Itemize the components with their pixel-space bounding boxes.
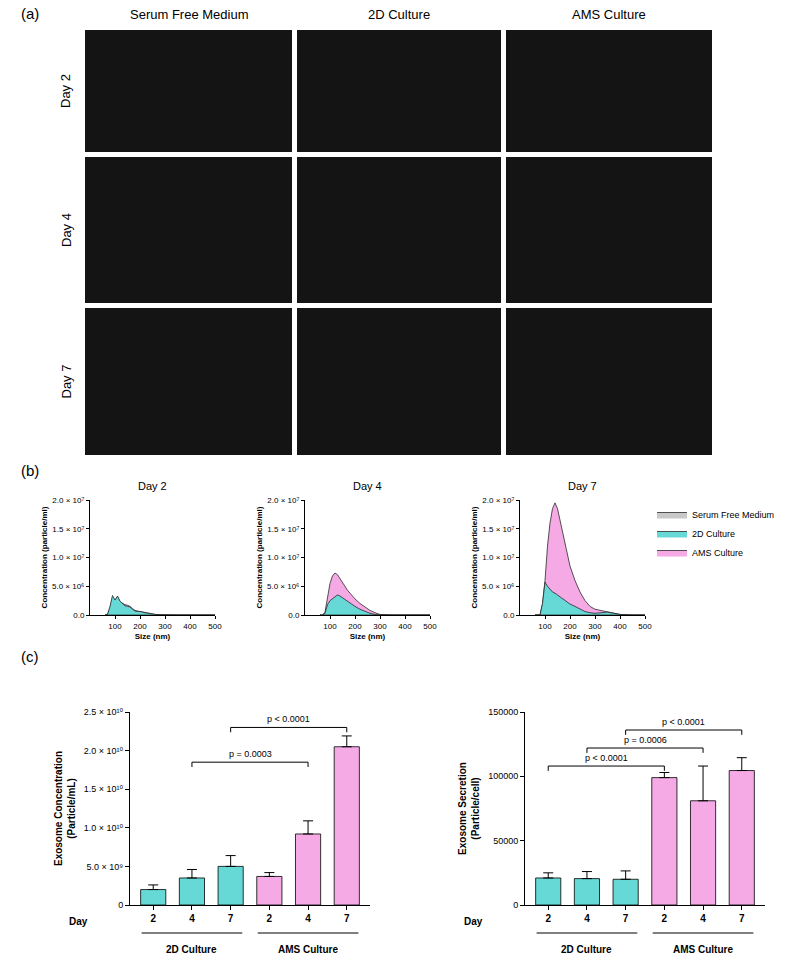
svg-text:5.0 × 10⁶: 5.0 × 10⁶ [267,582,299,591]
svg-text:0.0: 0.0 [288,611,300,620]
svg-text:Exosome Concentration(Particle: Exosome Concentration(Particle/mL) [53,751,77,866]
svg-text:Serum Free Medium: Serum Free Medium [692,510,774,520]
svg-text:7: 7 [623,913,629,924]
svg-text:150000: 150000 [488,707,518,717]
svg-text:1.5 × 10⁷: 1.5 × 10⁷ [267,525,299,534]
svg-text:p = 0.0006: p = 0.0006 [624,735,667,745]
svg-text:2D Culture: 2D Culture [692,529,735,539]
svg-text:100: 100 [538,622,552,631]
svg-text:Concentration (particle/ml): Concentration (particle/ml) [255,506,264,608]
svg-text:Day 2: Day 2 [58,74,73,108]
svg-text:Day 4: Day 4 [59,213,74,247]
svg-text:1.0 × 10⁷: 1.0 × 10⁷ [482,553,514,562]
svg-text:Serum Free Medium: Serum Free Medium [130,7,248,22]
svg-text:2.5 × 10¹⁰: 2.5 × 10¹⁰ [84,707,124,717]
svg-text:p < 0.0001: p < 0.0001 [662,717,705,727]
svg-text:5.0 × 10⁶: 5.0 × 10⁶ [482,582,514,591]
svg-text:300: 300 [158,622,172,631]
svg-text:0: 0 [118,900,123,910]
svg-text:400: 400 [613,622,627,631]
svg-text:Concentration (particle/ml): Concentration (particle/ml) [40,506,49,608]
svg-text:100000: 100000 [488,771,518,781]
svg-text:300: 300 [373,622,387,631]
svg-text:1.0 × 10¹⁰: 1.0 × 10¹⁰ [84,823,124,833]
svg-text:400: 400 [398,622,412,631]
svg-text:2D Culture: 2D Culture [561,944,612,955]
svg-text:2D Culture: 2D Culture [368,7,430,22]
svg-text:100: 100 [108,622,122,631]
svg-text:2.0 × 10⁷: 2.0 × 10⁷ [267,496,299,505]
svg-text:p < 0.0001: p < 0.0001 [585,753,628,763]
svg-text:Day 7: Day 7 [568,480,597,492]
svg-text:500: 500 [638,622,652,631]
svg-text:AMS Culture: AMS Culture [673,944,733,955]
svg-text:0.0: 0.0 [503,611,515,620]
svg-text:7: 7 [228,913,234,924]
svg-text:1.5 × 10⁷: 1.5 × 10⁷ [52,525,84,534]
svg-text:Size (nm): Size (nm) [135,632,171,641]
svg-text:AMS Culture: AMS Culture [692,548,743,558]
svg-text:200: 200 [348,622,362,631]
svg-text:1.0 × 10⁷: 1.0 × 10⁷ [267,553,299,562]
svg-text:4: 4 [700,913,706,924]
svg-text:AMS Culture: AMS Culture [278,944,338,955]
svg-text:Exosome Secretion(Particle/cel: Exosome Secretion(Particle/cell) [457,762,481,855]
svg-text:2: 2 [662,913,668,924]
svg-text:Day 2: Day 2 [138,480,167,492]
svg-text:(c): (c) [21,648,39,665]
svg-text:300: 300 [588,622,602,631]
svg-text:400: 400 [183,622,197,631]
svg-text:7: 7 [739,913,745,924]
svg-text:0: 0 [513,900,518,910]
svg-text:Day 4: Day 4 [353,480,382,492]
svg-text:1.0 × 10⁷: 1.0 × 10⁷ [52,553,84,562]
svg-text:Size (nm): Size (nm) [350,632,386,641]
svg-text:1.5 × 10¹⁰: 1.5 × 10¹⁰ [84,784,124,794]
svg-text:200: 200 [563,622,577,631]
svg-text:2: 2 [150,913,156,924]
svg-text:7: 7 [344,913,350,924]
svg-text:p = 0.0003: p = 0.0003 [229,749,272,759]
svg-text:5.0 × 10⁶: 5.0 × 10⁶ [52,582,84,591]
svg-text:p < 0.0001: p < 0.0001 [267,714,310,724]
svg-text:4: 4 [189,913,195,924]
svg-text:100: 100 [323,622,337,631]
svg-text:2: 2 [267,913,273,924]
svg-text:(b): (b) [21,462,39,479]
svg-text:Day 7: Day 7 [59,365,74,399]
svg-text:2: 2 [545,913,551,924]
svg-text:4: 4 [584,913,590,924]
svg-text:200: 200 [133,622,147,631]
svg-text:AMS Culture: AMS Culture [572,7,646,22]
svg-text:Concentration (particle/ml): Concentration (particle/ml) [470,506,479,608]
svg-text:1.5 × 10⁷: 1.5 × 10⁷ [482,525,514,534]
svg-text:0.0: 0.0 [73,611,85,620]
svg-text:4: 4 [305,913,311,924]
svg-text:Day: Day [464,916,483,927]
svg-text:500: 500 [423,622,437,631]
svg-text:(a): (a) [21,5,39,22]
svg-text:Size (nm): Size (nm) [565,632,601,641]
svg-text:2.0 × 10¹⁰: 2.0 × 10¹⁰ [84,746,124,756]
svg-text:Day: Day [69,916,88,927]
svg-text:2D Culture: 2D Culture [166,944,217,955]
svg-text:500: 500 [208,622,222,631]
svg-text:2.0 × 10⁷: 2.0 × 10⁷ [52,496,84,505]
svg-text:50000: 50000 [493,836,518,846]
svg-text:5.0 × 10⁹: 5.0 × 10⁹ [87,862,124,872]
svg-text:2.0 × 10⁷: 2.0 × 10⁷ [482,496,514,505]
